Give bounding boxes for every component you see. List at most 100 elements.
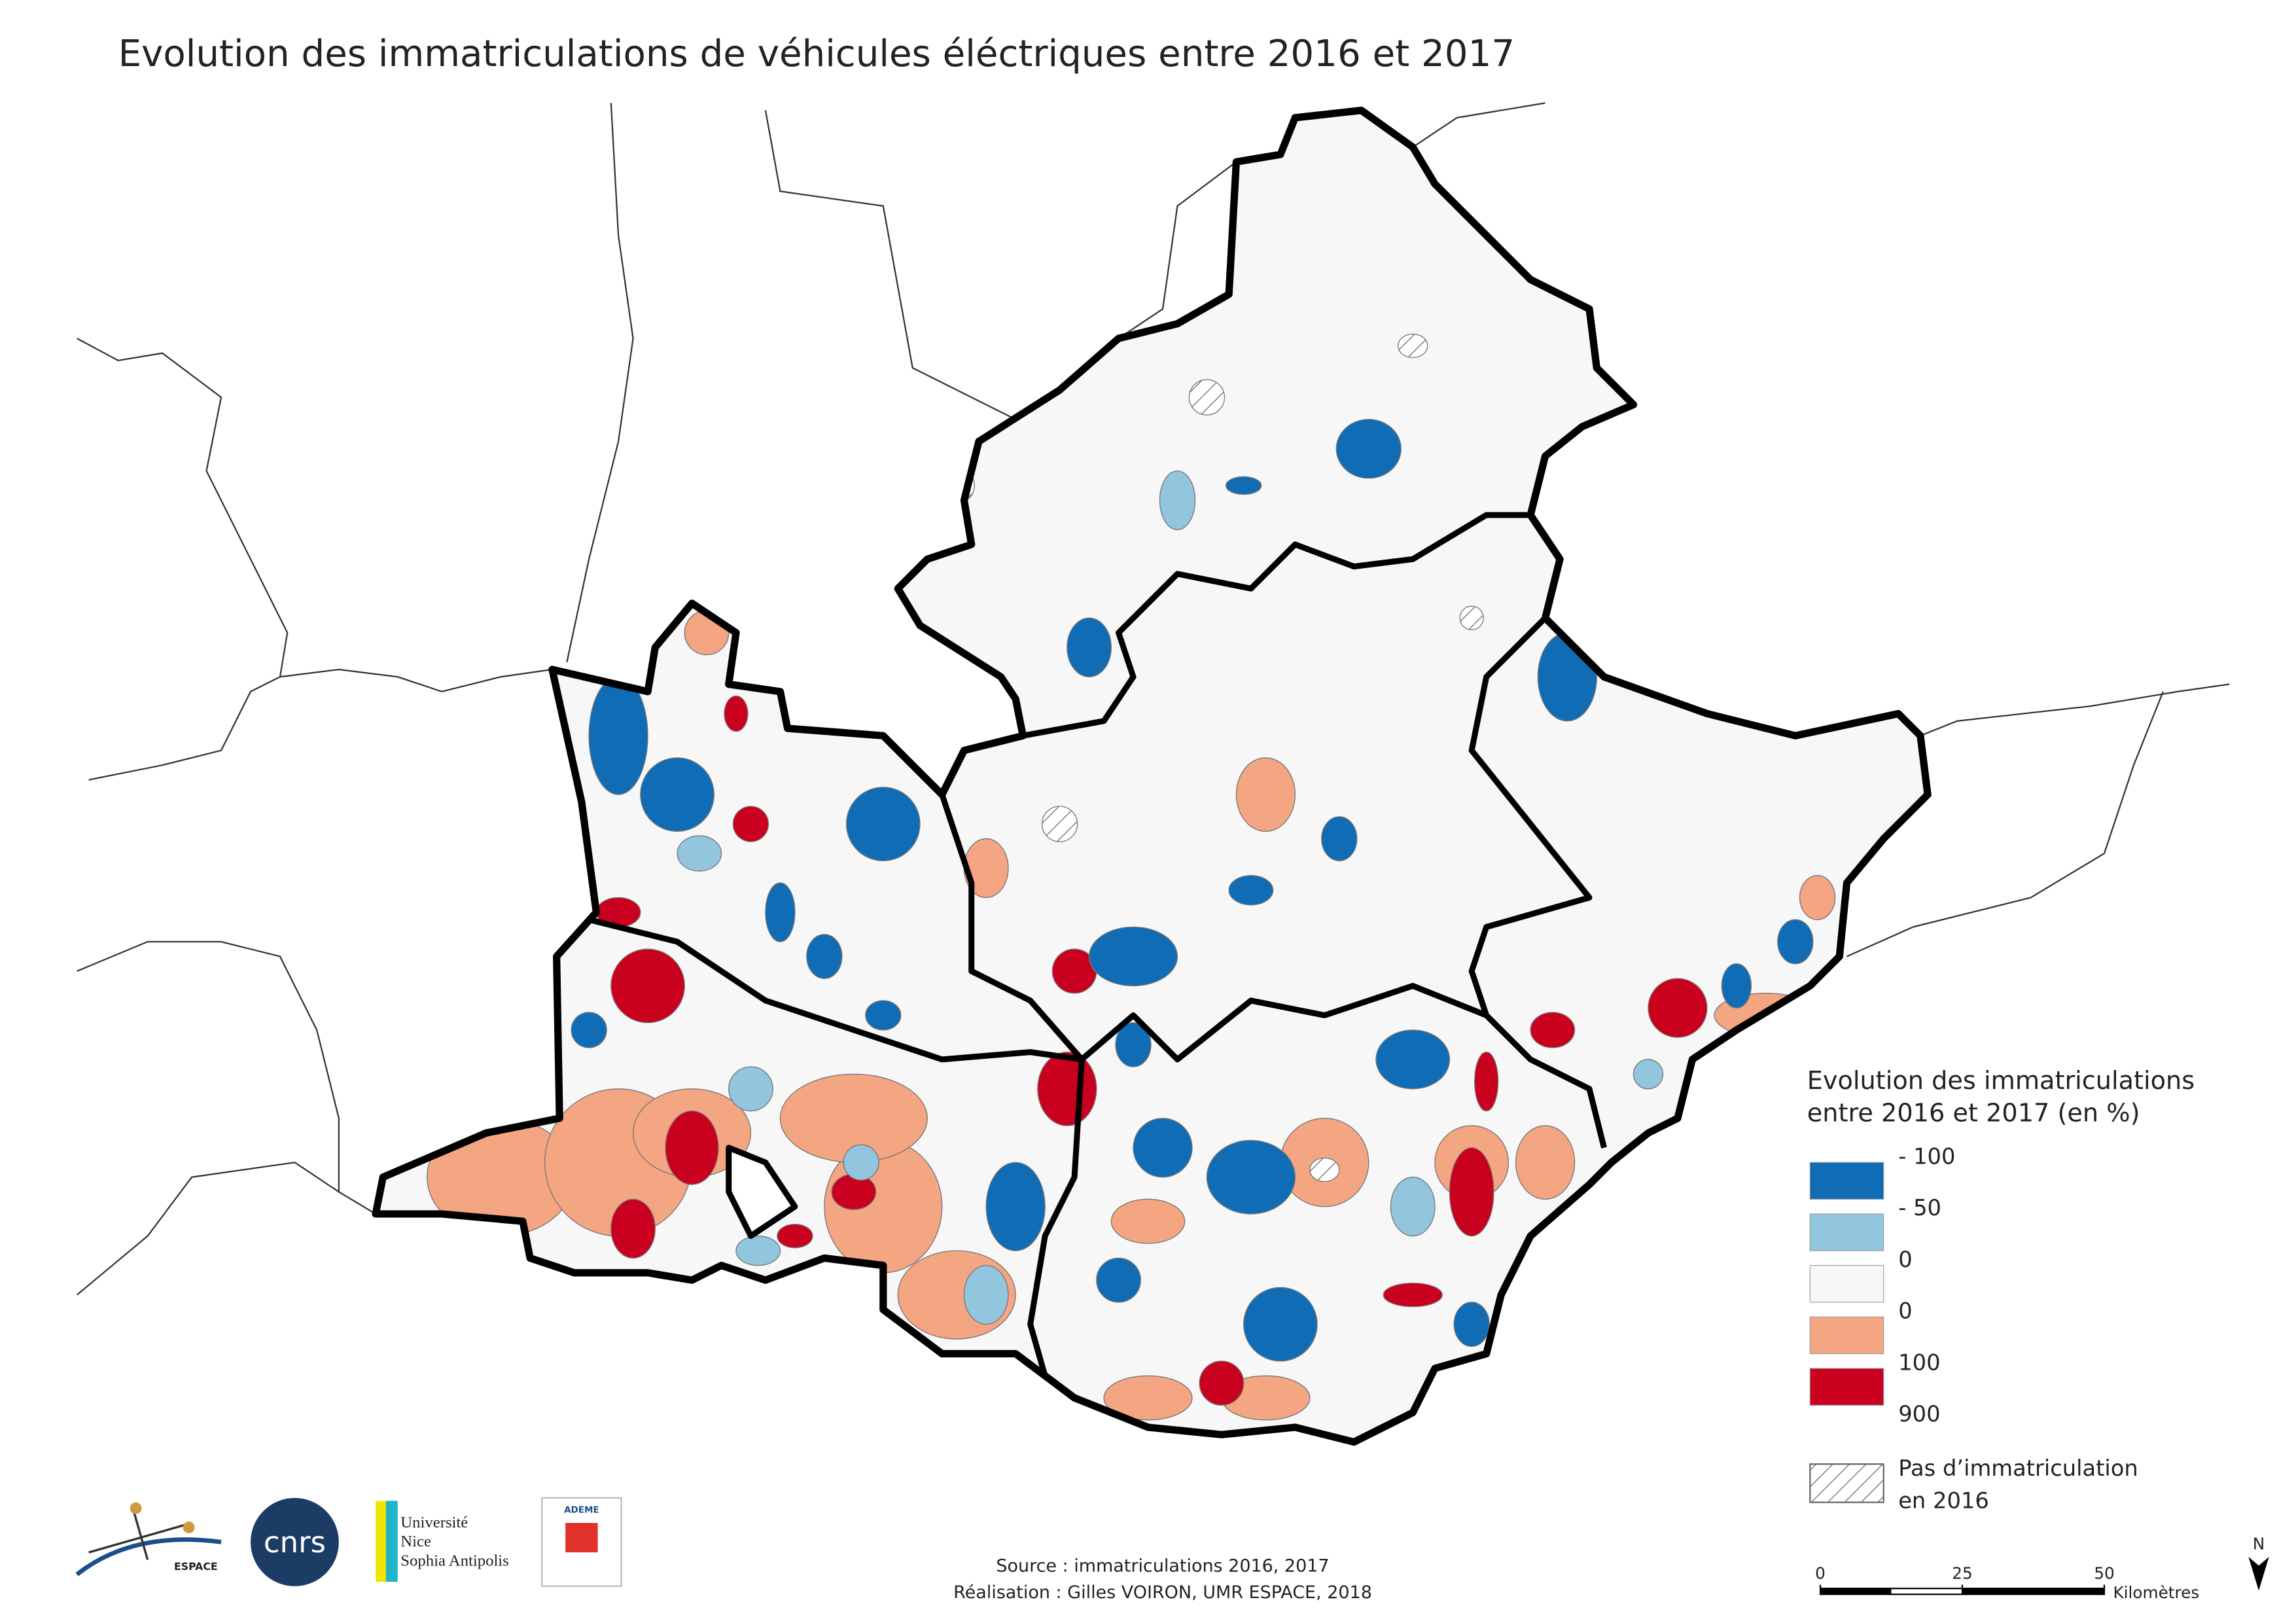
commune-patch [728,1066,773,1112]
logo-shape [183,1521,195,1533]
map-title: Evolution des immatriculations de véhicu… [118,33,1515,75]
border-line [77,940,376,1215]
border-line [1412,102,1545,148]
department-border [1080,982,1607,1149]
commune-patch [1088,926,1178,987]
legend-swatch [1809,1162,1884,1200]
commune-patch [1449,1147,1494,1237]
legend: Evolution des immatriculations entre 2016… [1807,1067,2195,1514]
logo-shape [385,1501,398,1582]
logos: ESPACE cnrs Université Nice Sophia Antipol… [75,1497,622,1587]
commune-patch [1453,1302,1490,1347]
commune-patch [1235,757,1296,832]
commune-patch [1110,1198,1186,1244]
espace-logo: ESPACE [75,1502,222,1577]
credit-note: Réalisation : Gilles VOIRON, UMR ESPACE,… [953,1582,1372,1603]
text-line: Université [400,1514,468,1531]
logo-shape [130,1502,142,1514]
commune-patch [1799,875,1836,920]
commune-patch [1228,875,1274,906]
ademe-logo: ADEME [541,1497,622,1587]
commune-patch [1537,632,1597,722]
commune-patch [1648,978,1708,1038]
commune-patch [724,695,749,732]
legend-break-label: 0 [1898,1298,1912,1324]
legend-swatch [1809,1265,1884,1303]
commune-patch [765,882,796,942]
commune-patch [610,1198,656,1259]
commune-patch [1067,617,1112,677]
commune-patch [1225,476,1262,495]
logo-text: cnrs [264,1525,326,1560]
commune-patch [735,1235,781,1266]
border-line [1118,161,1237,340]
commune-patch [640,757,715,832]
commune-patch [865,1000,902,1031]
logo-text: ADEME [564,1505,599,1515]
text-line: entre 2016 et 2017 (en %) [1807,1099,2140,1128]
commune-patch [1037,1051,1097,1126]
commune-patch [1103,1375,1193,1421]
commune-patch [1633,1059,1664,1090]
text-line: Sophia Antipolis [400,1552,509,1569]
commune-patch [1309,1157,1340,1183]
scale-bar-segment [1891,1589,1962,1594]
commune-patch [732,806,769,842]
text-line: Evolution des immatriculations [1807,1067,2195,1096]
commune-patch [1199,1361,1245,1406]
north-label: N [2253,1535,2265,1554]
commune-patch [588,676,648,795]
commune-patch [610,948,685,1024]
department-border [588,916,1082,1063]
scale-tick-label: 25 [1952,1564,1972,1583]
university-logo: Université Nice Sophia Antipolis [376,1501,509,1582]
logo-shape [88,1508,192,1560]
logo-shape [75,1537,222,1577]
border-line [77,338,553,692]
commune-patch [1390,1177,1436,1237]
legend-swatch [1809,1316,1884,1355]
border-line [1920,683,2230,737]
border-line [88,676,281,781]
logo-text: Université Nice Sophia Antipolis [400,1514,509,1569]
commune-patch [571,1012,607,1048]
legend-title: Evolution des immatriculations entre 2016… [1807,1067,2195,1128]
commune-patch [831,1173,877,1210]
legend-break-label: - 50 [1898,1195,1941,1221]
legend-swatch [1809,1368,1884,1406]
commune-patch [677,835,722,872]
legend-break-label: 900 [1898,1401,1940,1427]
commune-patch [1383,1282,1443,1308]
legend-break-label: - 100 [1898,1143,1955,1169]
text-line: en 2016 [1898,1488,1989,1514]
commune-patch [1515,1125,1576,1200]
commune-patch [1530,1012,1576,1048]
legend-break-label: 100 [1898,1349,1940,1375]
logo-text: ESPACE [174,1560,218,1573]
commune-patch [1398,333,1428,359]
logo-shape [565,1523,598,1553]
logo-shape [250,1497,339,1586]
communes-layer [427,294,1836,1442]
border-line [1846,691,2164,957]
commune-patch [1474,1051,1499,1112]
commune-patch [665,1110,719,1185]
commune-patch [985,1162,1046,1251]
lagoon [726,1145,798,1240]
text-line: Pas d’immatriculation [1898,1455,2138,1481]
department-borders [588,512,1607,1377]
commune-patch [1321,816,1358,861]
commune-patch [1243,1287,1318,1362]
legend-break-label: 0 [1898,1247,1912,1272]
commune-patch [806,934,843,979]
commune-patch [1041,806,1078,842]
commune-patch [843,1144,879,1181]
commune-patch [845,787,921,861]
commune-patch [1335,419,1402,479]
commune-patch [1206,1139,1296,1215]
commune-patch [1188,379,1226,416]
scale-tick-label: 0 [1815,1564,1826,1583]
commune-patch [1721,963,1752,1008]
